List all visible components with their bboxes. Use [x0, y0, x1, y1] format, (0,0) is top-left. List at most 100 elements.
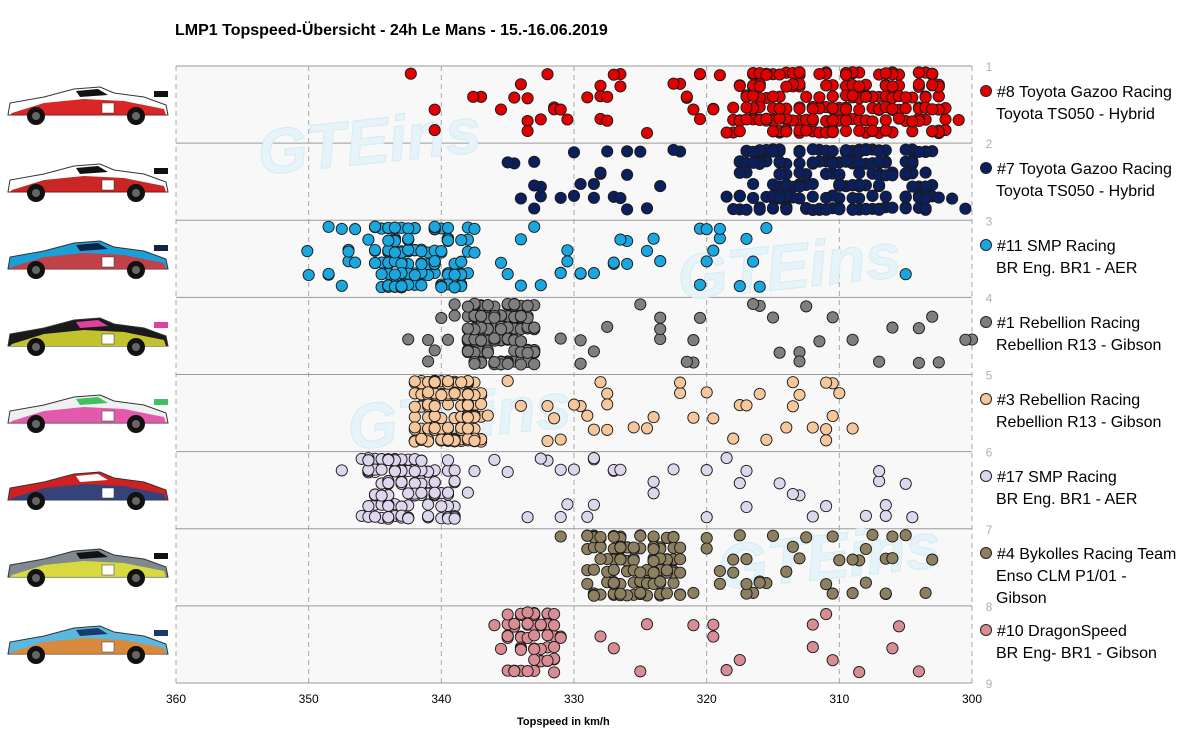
- data-point: [793, 388, 806, 401]
- data-point: [567, 398, 581, 411]
- data-point: [780, 178, 793, 191]
- data-point: [567, 189, 581, 202]
- data-point: [886, 552, 899, 565]
- data-point: [627, 421, 640, 434]
- data-point: [375, 489, 388, 502]
- data-point: [481, 409, 494, 422]
- data-point: [468, 246, 481, 259]
- data-point: [879, 67, 892, 80]
- data-point: [780, 421, 793, 434]
- data-point: [428, 255, 441, 268]
- legend-sublabel: Rebellion R13 - Gibson: [996, 414, 1162, 432]
- data-point: [422, 355, 435, 368]
- data-point: [833, 387, 846, 400]
- data-point: [494, 103, 508, 116]
- data-point: [488, 619, 501, 632]
- data-point: [554, 191, 567, 204]
- data-point: [833, 179, 846, 192]
- data-point: [886, 169, 899, 182]
- legend-entry-1: #1 Rebellion Racing Rebellion R13 - Gibso…: [980, 313, 1161, 357]
- data-point: [727, 203, 740, 216]
- data-point: [534, 113, 547, 126]
- car-3-image: [7, 394, 169, 434]
- data-point: [548, 607, 561, 621]
- legend-label: #3 Rebellion Racing: [997, 392, 1141, 410]
- data-point: [932, 191, 945, 204]
- data-point: [780, 203, 793, 216]
- legend-sublabel: Toyota TS050 - Hybrid: [996, 182, 1155, 200]
- data-point: [461, 486, 474, 499]
- legend-marker: [980, 161, 992, 174]
- data-point: [581, 529, 594, 542]
- data-point: [700, 531, 713, 545]
- data-point: [408, 400, 421, 413]
- data-point: [899, 202, 912, 215]
- legend-marker: [980, 547, 992, 560]
- data-point: [833, 168, 846, 181]
- data-point: [428, 376, 441, 389]
- data-point: [501, 374, 514, 388]
- data-point: [899, 190, 912, 204]
- car-11-image: [7, 240, 169, 279]
- data-point: [720, 451, 733, 465]
- data-point: [853, 103, 866, 116]
- data-point: [587, 177, 600, 191]
- data-point: [435, 388, 448, 402]
- data-point: [674, 376, 687, 389]
- data-point: [740, 399, 753, 412]
- data-point: [886, 321, 899, 334]
- data-point: [362, 500, 375, 513]
- data-point: [760, 433, 773, 446]
- data-point: [607, 642, 620, 655]
- data-point: [747, 297, 760, 311]
- data-point: [488, 356, 501, 369]
- data-point: [654, 575, 667, 588]
- legend-marker: [980, 315, 992, 328]
- data-point: [461, 322, 474, 335]
- data-point: [886, 642, 899, 655]
- data-point: [926, 125, 939, 138]
- y-tick-label: 7: [986, 523, 993, 537]
- data-point: [820, 79, 833, 92]
- data-point: [806, 641, 819, 654]
- data-point: [574, 357, 587, 370]
- data-point: [461, 300, 474, 313]
- data-point: [455, 255, 468, 268]
- data-point: [707, 412, 720, 425]
- data-point: [587, 267, 600, 280]
- data-point: [402, 243, 415, 256]
- data-point: [640, 422, 654, 435]
- data-point: [906, 156, 919, 169]
- legend-entry-17: #17 SMP Racing BR Eng. BR1 - AER: [980, 467, 1137, 511]
- data-point: [647, 475, 660, 488]
- data-point: [773, 191, 786, 204]
- data-point: [800, 90, 813, 103]
- data-point: [402, 232, 415, 245]
- data-point: [826, 654, 839, 667]
- data-point: [674, 541, 687, 554]
- data-point: [873, 179, 886, 192]
- data-point: [912, 145, 925, 158]
- data-point: [773, 477, 786, 490]
- data-point: [567, 463, 581, 476]
- data-point: [773, 168, 786, 181]
- data-point: [873, 145, 886, 158]
- data-point: [899, 143, 912, 156]
- data-point: [647, 554, 660, 568]
- data-point: [859, 542, 872, 556]
- data-point: [567, 146, 581, 159]
- data-point: [700, 511, 713, 524]
- data-point: [514, 358, 527, 371]
- y-tick-label: 6: [986, 446, 993, 460]
- data-point: [693, 278, 707, 291]
- data-point: [441, 221, 455, 234]
- data-point: [879, 114, 892, 127]
- data-point: [713, 577, 726, 590]
- data-point: [733, 653, 746, 667]
- data-point: [747, 255, 760, 268]
- data-point: [322, 220, 335, 233]
- data-point: [740, 577, 753, 591]
- data-point: [554, 332, 567, 345]
- data-point: [786, 540, 799, 553]
- legend-sublabel: Rebellion R13 - Gibson: [996, 336, 1162, 354]
